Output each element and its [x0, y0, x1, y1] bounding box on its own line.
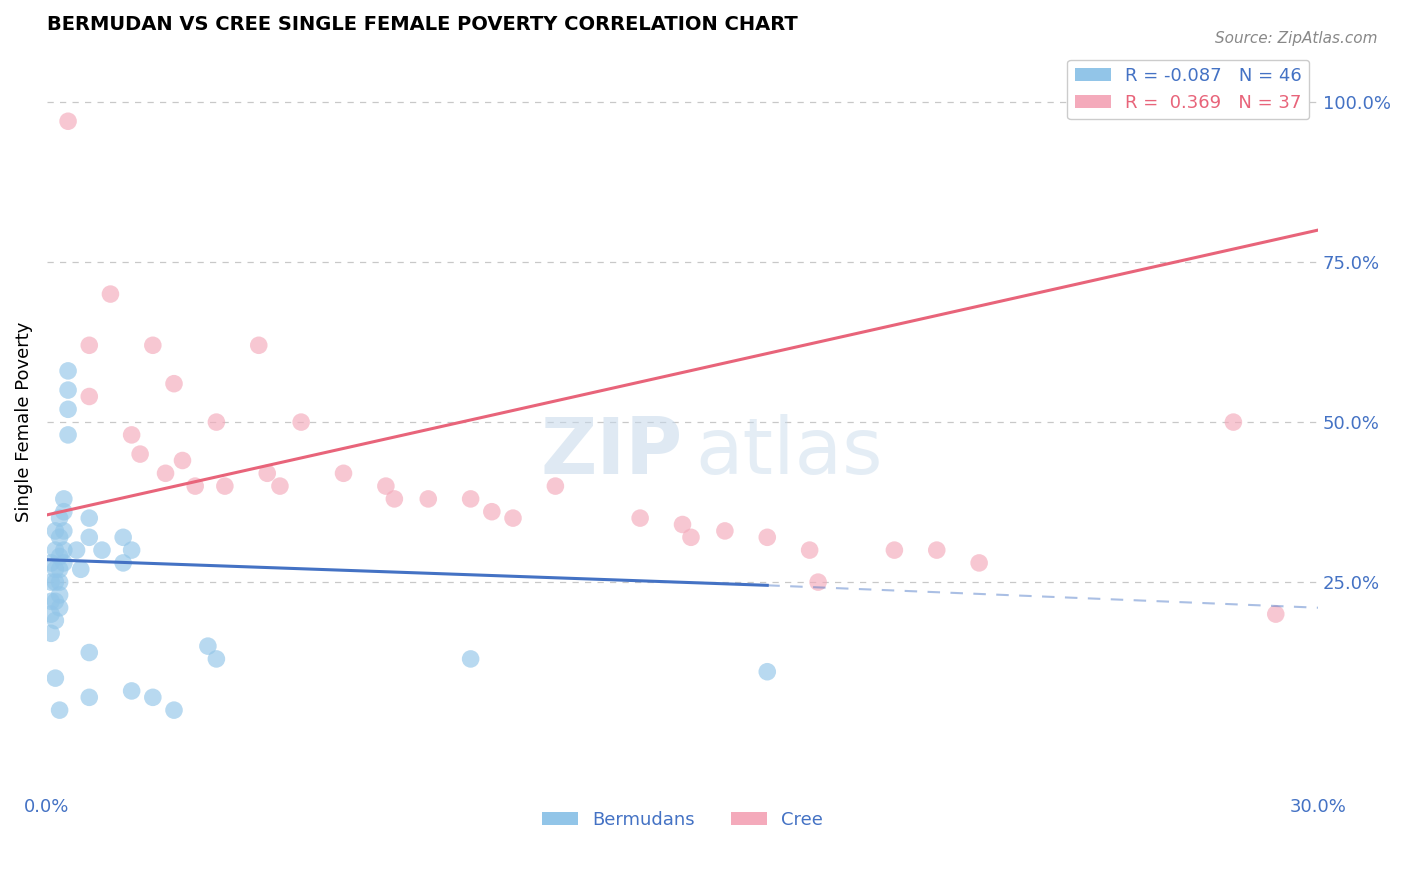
Point — [112, 556, 135, 570]
Point — [48, 588, 70, 602]
Text: atlas: atlas — [695, 414, 883, 490]
Point — [502, 511, 524, 525]
Point — [163, 703, 186, 717]
Text: ZIP: ZIP — [540, 414, 682, 490]
Point — [290, 415, 312, 429]
Point — [52, 556, 75, 570]
Point — [52, 505, 75, 519]
Point — [56, 383, 79, 397]
Y-axis label: Single Female Poverty: Single Female Poverty — [15, 322, 32, 523]
Point — [48, 562, 70, 576]
Point — [77, 338, 100, 352]
Point — [925, 543, 948, 558]
Point — [205, 652, 228, 666]
Point — [544, 479, 567, 493]
Point — [52, 491, 75, 506]
Point — [967, 556, 990, 570]
Point — [269, 479, 291, 493]
Point — [44, 575, 66, 590]
Point — [142, 690, 165, 705]
Point — [679, 530, 702, 544]
Point — [197, 639, 219, 653]
Point — [714, 524, 737, 538]
Point — [481, 505, 503, 519]
Point — [807, 575, 830, 590]
Point — [121, 543, 143, 558]
Point — [44, 594, 66, 608]
Point — [756, 665, 779, 679]
Point — [460, 491, 482, 506]
Point — [172, 453, 194, 467]
Point — [799, 543, 821, 558]
Point — [39, 607, 62, 621]
Point — [671, 517, 693, 532]
Point — [56, 114, 79, 128]
Point — [155, 467, 177, 481]
Point — [163, 376, 186, 391]
Point — [418, 491, 440, 506]
Point — [205, 415, 228, 429]
Point — [184, 479, 207, 493]
Text: BERMUDAN VS CREE SINGLE FEMALE POVERTY CORRELATION CHART: BERMUDAN VS CREE SINGLE FEMALE POVERTY C… — [46, 15, 797, 34]
Point — [65, 543, 87, 558]
Point — [1222, 415, 1244, 429]
Point — [56, 402, 79, 417]
Point — [48, 575, 70, 590]
Point — [382, 491, 405, 506]
Point — [44, 543, 66, 558]
Point — [69, 562, 91, 576]
Point — [77, 690, 100, 705]
Point — [44, 562, 66, 576]
Point — [39, 575, 62, 590]
Point — [214, 479, 236, 493]
Point — [256, 467, 278, 481]
Point — [39, 556, 62, 570]
Point — [77, 530, 100, 544]
Point — [1264, 607, 1286, 621]
Point — [39, 626, 62, 640]
Point — [460, 652, 482, 666]
Point — [100, 287, 122, 301]
Point — [56, 428, 79, 442]
Point — [883, 543, 905, 558]
Point — [44, 524, 66, 538]
Point — [44, 614, 66, 628]
Point — [77, 511, 100, 525]
Point — [332, 467, 354, 481]
Point — [77, 646, 100, 660]
Point — [48, 549, 70, 564]
Point — [44, 671, 66, 685]
Legend: Bermudans, Cree: Bermudans, Cree — [534, 804, 831, 837]
Point — [48, 511, 70, 525]
Point — [628, 511, 651, 525]
Point — [52, 524, 75, 538]
Point — [77, 389, 100, 403]
Point — [52, 543, 75, 558]
Point — [142, 338, 165, 352]
Point — [48, 600, 70, 615]
Point — [48, 703, 70, 717]
Point — [112, 530, 135, 544]
Point — [39, 594, 62, 608]
Text: Source: ZipAtlas.com: Source: ZipAtlas.com — [1215, 31, 1378, 46]
Point — [121, 684, 143, 698]
Point — [56, 364, 79, 378]
Point — [121, 428, 143, 442]
Point — [129, 447, 152, 461]
Point — [374, 479, 396, 493]
Point — [91, 543, 114, 558]
Point — [247, 338, 270, 352]
Point — [48, 530, 70, 544]
Point — [756, 530, 779, 544]
